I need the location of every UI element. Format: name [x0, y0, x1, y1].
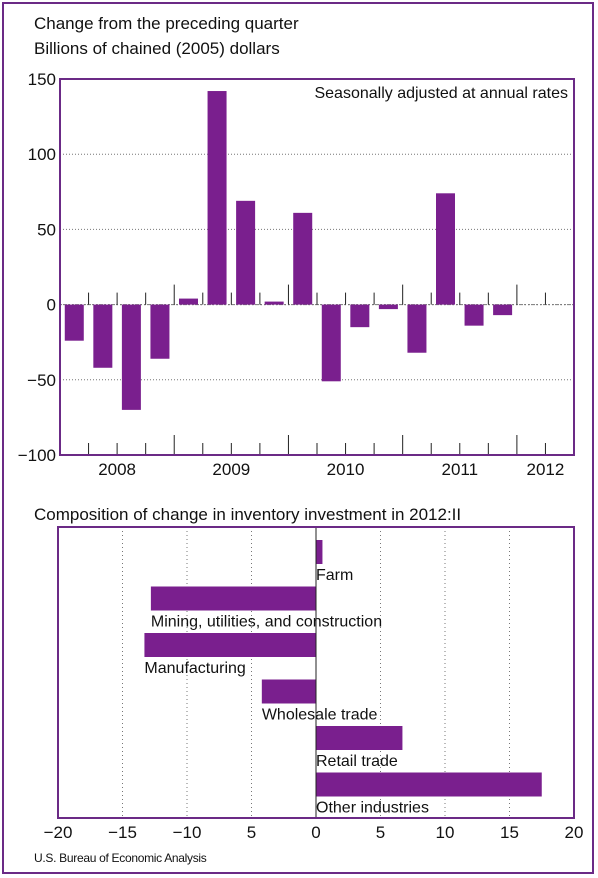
composition-chart-title: Composition of change in inventory inves…	[34, 505, 462, 524]
y-tick-label: 100	[28, 145, 56, 164]
bar	[121, 304, 141, 410]
y-tick-label: 50	[37, 220, 56, 239]
year-label: 2011	[441, 460, 478, 479]
plot-area	[59, 78, 575, 456]
y-tick-label: −100	[18, 446, 56, 465]
bar	[150, 304, 170, 359]
bar	[464, 304, 484, 326]
bar	[321, 304, 341, 382]
source-note: U.S. Bureau of Economic Analysis	[34, 851, 207, 865]
seasonal-adjustment-note: Seasonally adjusted at annual rates	[314, 85, 568, 102]
y-tick-label: 0	[47, 296, 56, 315]
bar	[207, 91, 227, 305]
bar	[436, 193, 455, 305]
y-tick-label: −50	[27, 371, 56, 390]
bar	[64, 304, 84, 341]
bar	[378, 304, 398, 310]
year-label: 2010	[327, 460, 365, 479]
y-tick-label: 150	[28, 70, 56, 89]
bar	[293, 212, 313, 305]
bar	[350, 304, 370, 328]
chart-subtitle: Billions of chained (2005) dollars	[34, 39, 280, 58]
bar	[493, 304, 513, 316]
year-label: 2009	[212, 460, 250, 479]
bar	[93, 304, 113, 368]
bar	[264, 301, 284, 305]
bar	[236, 200, 256, 305]
chart-title: Change from the preceding quarter	[34, 14, 299, 33]
year-label: 2008	[98, 460, 136, 479]
bar	[407, 304, 427, 353]
year-label: 2012	[527, 460, 565, 479]
bar	[179, 298, 198, 305]
